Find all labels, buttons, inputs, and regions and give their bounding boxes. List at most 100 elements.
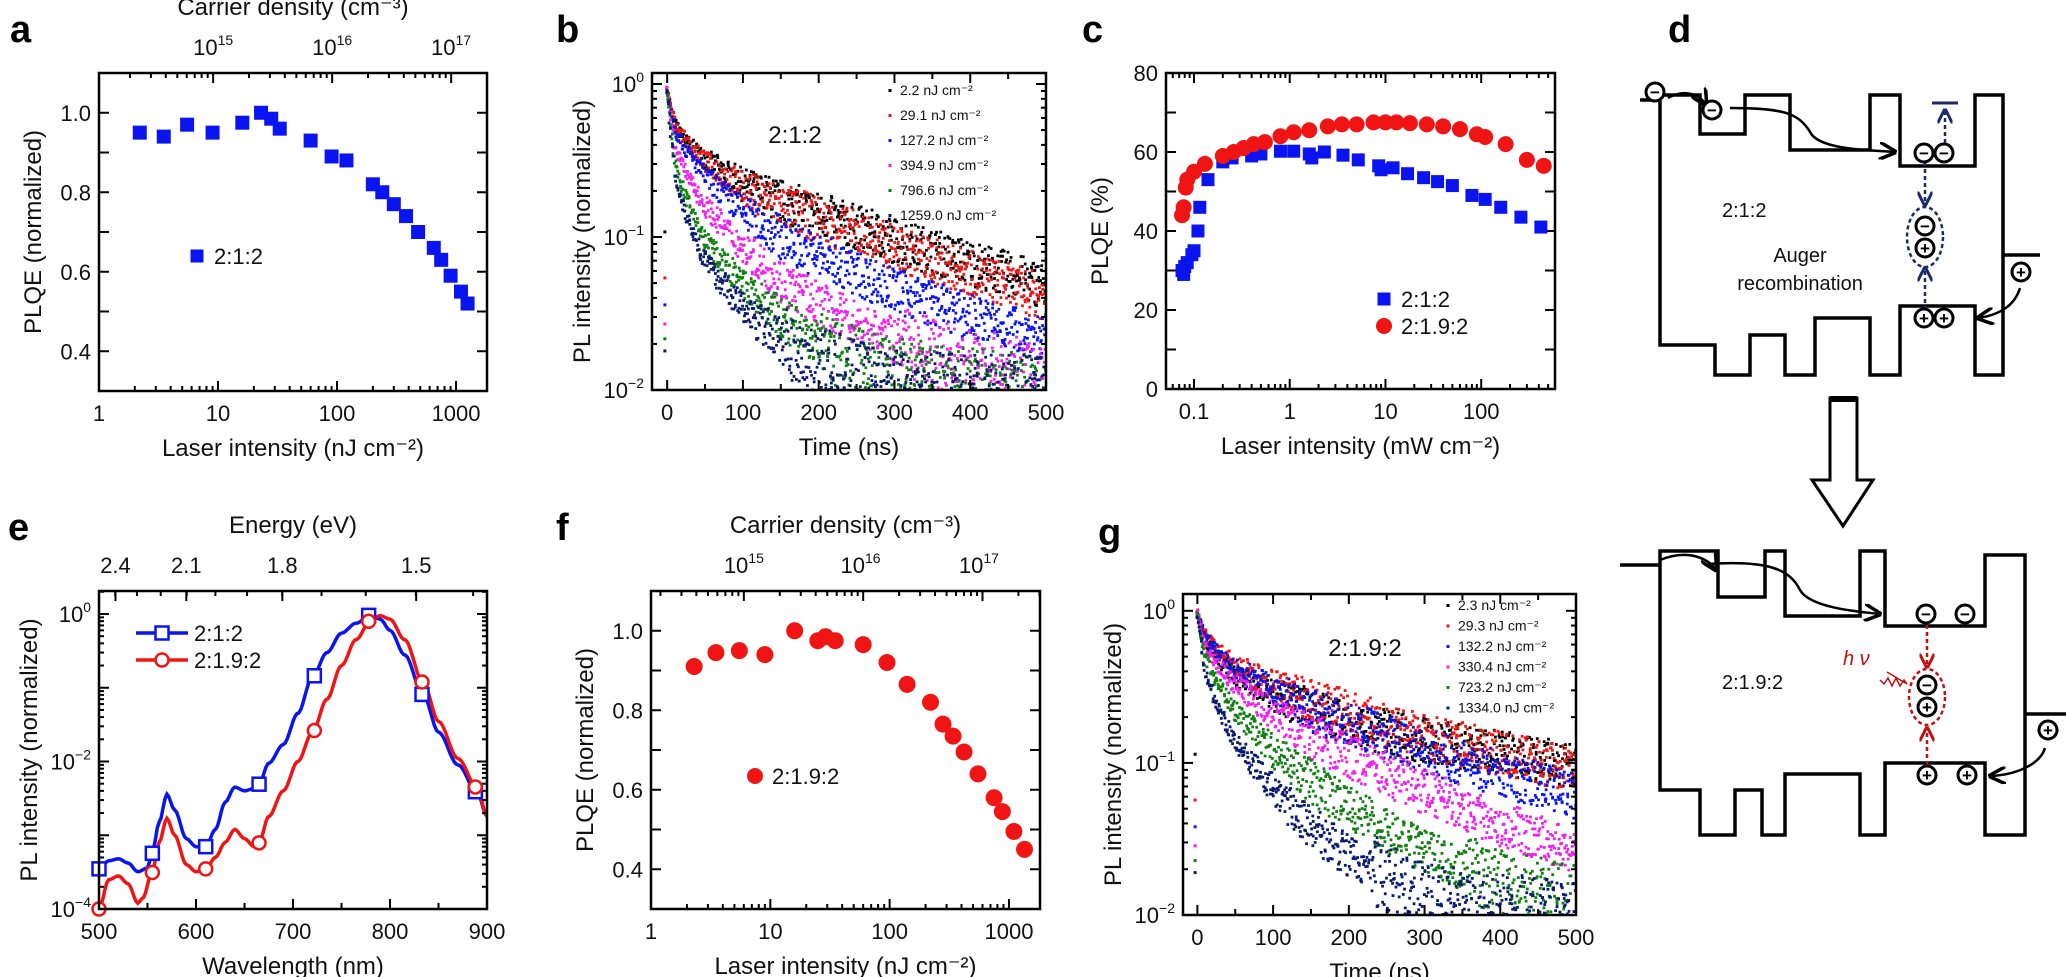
decay-point (972, 332, 976, 336)
decay-point (679, 141, 682, 145)
decay-point (769, 324, 773, 327)
x-tick-label: 200 (800, 400, 837, 425)
decay-point (1019, 356, 1022, 360)
data-point (251, 776, 267, 792)
decay-point (861, 330, 864, 333)
decay-point (818, 227, 821, 230)
decay-point (892, 363, 896, 366)
legend-label: 394.9 nJ cm⁻² (900, 157, 989, 173)
decay-point (734, 289, 738, 292)
decay-point (1278, 676, 1282, 680)
decay-point (761, 182, 765, 186)
decay-point (787, 197, 791, 201)
decay-point (775, 270, 779, 274)
decay-point (708, 199, 712, 203)
decay-point (881, 337, 884, 341)
decay-point (968, 254, 972, 257)
decay-point (665, 90, 669, 94)
y-tick-label: 10−1 (604, 222, 645, 250)
decay-point (778, 261, 782, 265)
decay-point (823, 253, 827, 257)
decay-point (861, 340, 865, 344)
decay-point (972, 378, 975, 382)
decay-point (954, 368, 958, 372)
decay-point (804, 201, 808, 205)
decay-point (797, 200, 801, 203)
decay-point (859, 320, 863, 324)
decay-point (797, 262, 801, 265)
decay-point (838, 235, 842, 239)
decay-point (706, 209, 710, 213)
decay-point (801, 211, 805, 215)
decay-point (808, 304, 812, 308)
decay-point (1564, 752, 1568, 756)
decay-point (1041, 283, 1045, 287)
decay-point (913, 371, 917, 375)
decay-point (736, 195, 739, 199)
decay-point (887, 239, 891, 243)
decay-point (759, 307, 763, 311)
decay-point (956, 357, 959, 360)
decay-point (812, 356, 816, 359)
decay-point (794, 229, 798, 232)
decay-point (992, 260, 995, 264)
legend-label: 29.1 nJ cm⁻² (900, 107, 981, 123)
decay-point (838, 251, 842, 255)
decay-point (770, 295, 774, 299)
decay-point (1376, 722, 1380, 726)
decay-point (827, 246, 831, 250)
decay-point (698, 203, 701, 206)
decay-point (688, 150, 692, 154)
decay-point (1502, 744, 1506, 748)
decay-point (995, 310, 999, 313)
decay-point (964, 381, 968, 385)
decay-point (1252, 686, 1255, 690)
decay-point (752, 177, 756, 181)
decay-point (663, 337, 667, 341)
decay-point (999, 330, 1002, 334)
decay-point (971, 274, 974, 278)
decay-point (1515, 750, 1519, 754)
decay-point (1440, 726, 1444, 730)
decay-point (678, 151, 682, 155)
decay-point (923, 357, 927, 361)
decay-point (846, 310, 849, 314)
data-point (1401, 167, 1415, 181)
decay-point (706, 173, 710, 177)
decay-point (711, 193, 715, 197)
decay-point (741, 186, 745, 190)
decay-point (947, 280, 951, 283)
data-point (1191, 224, 1205, 238)
decay-point (716, 172, 720, 176)
decay-point (679, 184, 683, 188)
decay-point (1005, 357, 1009, 361)
decay-point (895, 361, 899, 365)
data-point (1401, 115, 1418, 132)
data-point (1445, 179, 1459, 193)
decay-point (725, 178, 729, 181)
decay-point (852, 326, 856, 330)
decay-point (865, 209, 868, 213)
decay-point (835, 355, 839, 358)
decay-point (859, 205, 863, 209)
legend-marker (888, 164, 892, 167)
decay-point (1385, 746, 1388, 750)
decay-point (936, 282, 940, 286)
decay-point (786, 246, 789, 250)
decay-point (757, 234, 761, 238)
decay-point (698, 152, 702, 156)
decay-point (843, 210, 847, 214)
legend-item: 796.6 nJ cm⁻² (888, 182, 989, 198)
decay-point (836, 214, 840, 218)
decay-point (710, 170, 714, 173)
decay-point (920, 384, 924, 388)
decay-point (770, 271, 774, 275)
decay-point (896, 242, 900, 246)
decay-point (1042, 292, 1046, 296)
decay-point (930, 271, 934, 275)
decay-point (802, 274, 806, 278)
decay-point (736, 190, 740, 193)
data-point (922, 693, 940, 711)
decay-point (892, 347, 895, 351)
decay-point (764, 175, 767, 178)
